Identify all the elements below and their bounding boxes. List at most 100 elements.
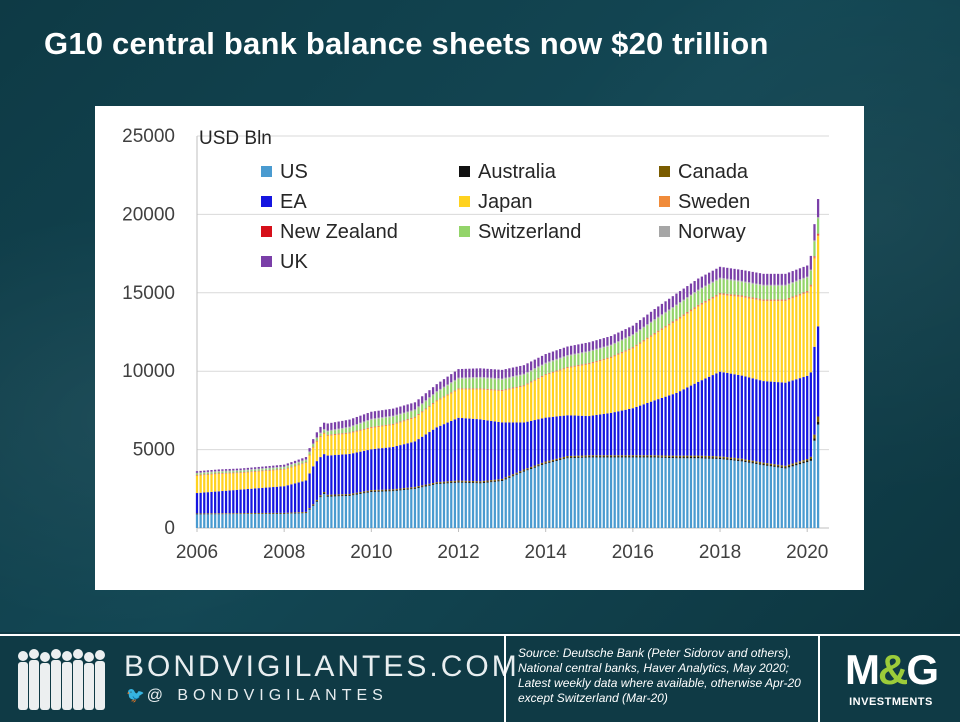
bar-segment — [657, 457, 659, 458]
bar-segment — [646, 403, 648, 455]
bar-segment — [483, 390, 485, 420]
bar-segment — [588, 457, 590, 528]
bar-segment — [421, 487, 423, 528]
bar-segment — [693, 457, 695, 458]
bar-segment — [752, 461, 754, 462]
bar-segment — [537, 419, 539, 464]
bar-segment — [214, 514, 216, 528]
bar-segment — [595, 350, 597, 361]
bar-segment — [614, 457, 616, 528]
bar-segment — [752, 299, 754, 378]
bar-segment — [410, 403, 412, 410]
bar-segment — [450, 393, 452, 394]
bar-segment — [581, 352, 583, 353]
bar-segment — [236, 513, 238, 514]
bar-segment — [592, 457, 594, 458]
bar-segment — [486, 390, 488, 420]
bar-segment — [559, 370, 561, 371]
bar-segment — [715, 373, 717, 456]
bar-segment — [454, 391, 456, 392]
bar-segment — [341, 455, 343, 495]
bar-segment — [810, 270, 812, 271]
bar-segment — [276, 465, 278, 467]
bar-segment — [672, 307, 674, 308]
bar-segment — [308, 448, 310, 451]
bar-segment — [345, 428, 347, 432]
bar-segment — [269, 470, 271, 471]
bar-segment — [806, 278, 808, 291]
bar-segment — [701, 277, 703, 288]
bar-segment — [690, 295, 692, 296]
bar-segment — [210, 513, 212, 514]
bar-segment — [236, 471, 238, 472]
x-tick-label: 2016 — [612, 542, 654, 563]
bar-segment — [294, 466, 296, 467]
bar-segment — [570, 415, 572, 456]
bar-segment — [229, 490, 231, 513]
bar-segment — [476, 481, 478, 482]
bar-segment — [712, 375, 714, 456]
bar-segment — [650, 457, 652, 528]
bar-segment — [468, 377, 470, 378]
bar-segment — [661, 457, 663, 458]
bar-segment — [672, 456, 674, 457]
bar-segment — [443, 424, 445, 481]
bar-segment — [454, 381, 456, 390]
bar-segment — [338, 435, 340, 455]
bar-segment — [817, 199, 819, 217]
bar-segment — [654, 319, 656, 320]
bar-segment — [708, 284, 710, 285]
bar-segment — [643, 457, 645, 458]
bar-segment — [690, 284, 692, 295]
bar-segment — [272, 470, 274, 471]
bar-segment — [450, 374, 452, 382]
bar-segment — [719, 372, 721, 457]
bar-segment — [752, 272, 754, 283]
bar-segment — [352, 493, 354, 494]
bar-segment — [802, 278, 804, 279]
bar-segment — [218, 472, 220, 473]
bar-segment — [559, 359, 561, 370]
bar-segment — [759, 284, 761, 285]
bar-segment — [737, 295, 739, 296]
bar-segment — [730, 374, 732, 458]
bar-segment — [534, 467, 536, 468]
bar-segment — [258, 467, 260, 469]
bar-segment — [664, 326, 666, 327]
legend-label: Japan — [478, 191, 533, 213]
bar-segment — [316, 461, 318, 500]
bar-segment — [599, 414, 601, 455]
bar-segment — [530, 361, 532, 370]
bar-segment — [693, 384, 695, 456]
bar-segment — [428, 398, 430, 405]
bar-segment — [690, 456, 692, 457]
bar-segment — [417, 407, 419, 414]
bar-segment — [675, 457, 677, 458]
bar-segment — [200, 471, 202, 473]
bar-segment — [258, 513, 260, 514]
bar-segment — [396, 489, 398, 490]
bar-segment — [770, 286, 772, 299]
bar-segment — [741, 296, 743, 297]
bar-segment — [265, 514, 267, 528]
bar-segment — [770, 382, 772, 464]
bar-segment — [726, 268, 728, 279]
bar-segment — [635, 457, 637, 458]
bar-segment — [519, 422, 521, 471]
bar-segment — [574, 416, 576, 456]
bar-segment — [755, 298, 757, 299]
bar-segment — [748, 271, 750, 282]
bar-segment — [421, 412, 423, 436]
bar-segment — [610, 413, 612, 455]
bar-segment — [617, 455, 619, 456]
bar-segment — [755, 464, 757, 528]
bar-segment — [410, 410, 412, 411]
bar-segment — [762, 381, 764, 463]
bar-segment — [359, 494, 361, 528]
bar-segment — [290, 468, 292, 485]
bar-segment — [639, 343, 641, 344]
bar-segment — [817, 236, 819, 326]
bar-segment — [537, 465, 539, 466]
bar-segment — [733, 269, 735, 280]
bar-segment — [610, 457, 612, 458]
